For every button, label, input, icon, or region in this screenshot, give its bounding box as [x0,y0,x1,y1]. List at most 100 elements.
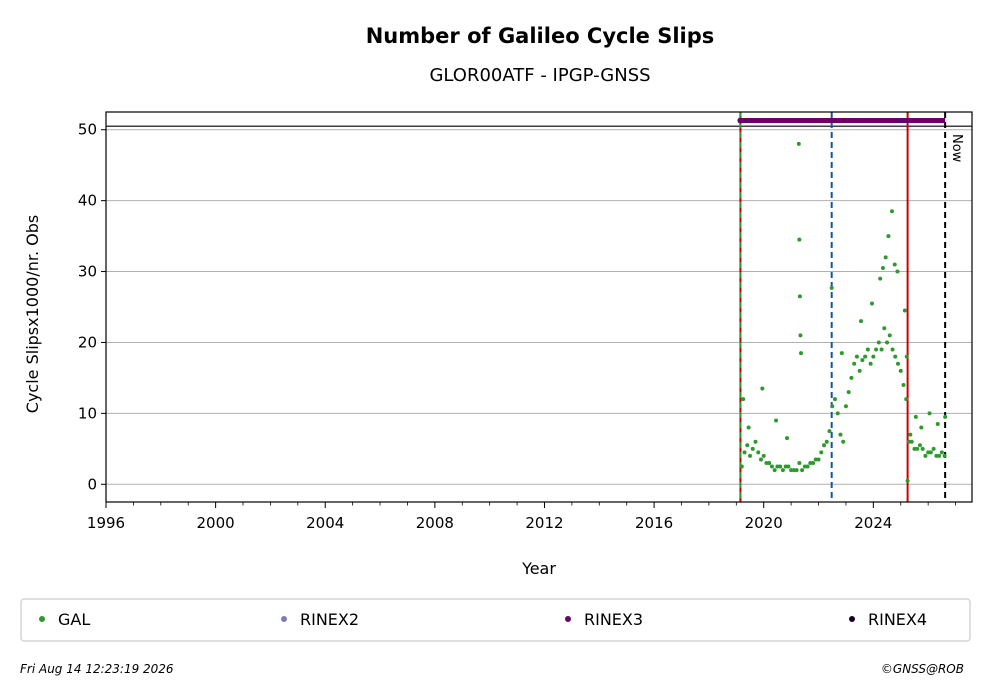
data-point-gal [939,450,944,455]
y-tick-label: 10 [78,404,97,422]
data-point-gal [841,439,846,444]
data-point-gal [827,429,832,434]
data-point-gal [745,443,750,448]
data-point-gal [798,351,803,356]
data-point-gal [742,450,747,455]
data-point-gal [898,368,903,373]
data-point-gal [893,354,898,359]
data-point-gal [942,453,947,458]
data-point-gal [805,464,810,469]
data-point-gal [822,443,827,448]
data-point-gal [767,461,772,465]
data-point-gal [761,453,766,458]
data-point-gal [849,375,854,380]
data-point-gal [871,354,876,359]
data-point-gal [887,333,892,338]
y-tick-label: 0 [87,475,97,493]
data-point-gal [769,464,774,469]
data-point-gal [843,404,848,409]
data-point-gal [923,453,928,458]
data-point-gal [928,450,933,455]
x-axis-label: Year [521,559,556,578]
data-point-gal [835,411,840,416]
data-point-gal [774,418,779,423]
data-point-gal [753,439,758,444]
y-tick-label: 20 [78,333,97,351]
chart-title: Number of Galileo Cycle Slips [366,24,715,48]
data-point-gal [874,347,879,352]
data-point-gal [865,347,870,352]
data-point-gal [860,358,865,363]
data-point-gal [889,209,894,214]
x-tick-label: 2012 [525,514,563,532]
data-point-gal [816,457,821,462]
data-point-gal [786,464,791,469]
legend-label-rinex2: RINEX2 [300,610,359,629]
data-point-gal [748,453,753,458]
data-point-gal [935,422,940,426]
x-tick-label: 2016 [635,514,673,532]
data-point-gal [927,411,932,416]
data-point-gal [905,478,910,483]
data-point-gal [901,383,906,387]
data-point-gal [913,414,918,419]
data-point-gal [758,457,763,462]
data-point-gal [739,464,744,469]
data-point-gal [775,464,780,469]
data-point-gal [746,425,751,430]
data-point-gal [876,340,881,345]
data-point-gal [882,326,887,331]
data-point-gal [931,446,936,451]
data-point-gal [892,262,897,267]
data-point-gal [863,354,868,359]
data-point-gal [830,404,835,409]
data-point-gal [838,432,843,437]
y-tick-label: 50 [78,121,97,139]
data-point-gal [869,301,874,306]
y-tick-label: 30 [78,263,97,281]
data-point-gal [857,368,862,373]
data-point-gal [797,294,802,299]
reference-lines [106,112,972,502]
data-point-gal [896,361,901,366]
data-point-gal [883,255,888,260]
data-point-gal [802,464,807,469]
data-point-gal [780,468,785,473]
data-point-gal [878,276,883,281]
data-point-gal [880,266,885,270]
data-point-gal [890,347,895,352]
data-point-gal [919,425,924,430]
data-point-gal [885,340,890,345]
data-point-gal [852,361,857,366]
data-point-gal [920,446,925,451]
data-point-gal [750,446,755,451]
data-point-gal [943,414,948,419]
series-bar-start-rinex3 [737,117,744,124]
data-point-gal [819,450,824,455]
data-point-gal [934,453,939,458]
plot-frame [105,111,973,503]
x-tick-label: 2004 [306,514,344,532]
x-tick-label: 2000 [197,514,235,532]
data-point-gal [741,397,746,402]
data-points [737,117,948,483]
legend-frame [20,598,971,642]
legend: GAL RINEX2 RINEX3 RINEX4 [20,598,971,642]
legend-marker-gal [39,616,45,622]
data-point-gal [906,439,911,444]
data-point-gal [824,439,829,444]
x-tick-label: 2024 [854,514,892,532]
data-point-gal [902,308,907,313]
data-point-gal [794,468,799,473]
data-point-gal [791,468,796,473]
data-point-gal [859,319,864,324]
data-point-gal [785,436,790,441]
chart-subtitle: GLOR00ATF - IPGP-GNSS [429,65,650,86]
data-point-gal [808,461,813,465]
footer-timestamp: Fri Aug 14 12:23:19 2026 [20,662,174,676]
data-point-gal [846,390,851,395]
y-axis-label: Cycle Slipsx1000/nr. Obs [23,215,42,413]
data-point-gal [832,397,837,402]
data-point-gal [926,450,931,455]
now-label: Now [949,134,964,163]
